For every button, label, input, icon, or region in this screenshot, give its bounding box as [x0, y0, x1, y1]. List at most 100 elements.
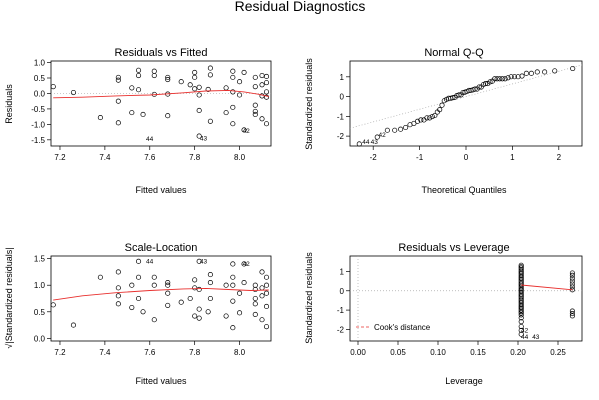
data-point [129, 282, 135, 288]
data-point [196, 84, 202, 90]
data-point [230, 325, 236, 331]
data-point [230, 89, 236, 95]
data-point [151, 72, 157, 79]
data-point [136, 295, 142, 302]
panel-title: Scale-Location [125, 242, 198, 254]
data-point [569, 313, 575, 319]
data-point [136, 72, 142, 79]
y-ticks: -2 -1 0 1 [337, 267, 350, 334]
data-point [129, 85, 135, 91]
legend: Cook's distance [356, 323, 431, 332]
data-point [165, 280, 171, 286]
data-point [569, 284, 575, 290]
data-point [456, 92, 462, 98]
y-tick-label: 0 [340, 93, 345, 102]
data-point [523, 70, 529, 76]
data-point [237, 79, 243, 85]
point-label: 43 [371, 139, 379, 146]
data-point [252, 102, 258, 108]
data-point [115, 77, 121, 83]
data-point [207, 65, 213, 71]
data-point [502, 76, 508, 82]
y-tick-label: 0.0 [34, 89, 46, 98]
data-point [505, 75, 511, 81]
data-point [259, 293, 265, 299]
x-tick-label: 0.20 [510, 348, 526, 357]
data-point [384, 127, 390, 133]
data-point [569, 311, 575, 317]
point-label: 44 [146, 136, 154, 143]
data-point [519, 73, 525, 79]
data-point [569, 308, 575, 314]
y-tick-label: -1.5 [31, 136, 45, 145]
panel-title: Residuals vs Fitted [115, 47, 208, 59]
point-label: 42 [243, 261, 251, 268]
data-point [518, 323, 524, 330]
data-point [187, 82, 193, 88]
y-axis-label: √|Standardized residuals| [4, 247, 14, 348]
data-point [508, 74, 514, 80]
x-tick-label: 7.2 [54, 153, 66, 162]
data-point [136, 87, 142, 93]
data-point [165, 74, 171, 80]
data-point [115, 301, 121, 307]
y-tick-label: -0.5 [31, 105, 45, 114]
data-point [192, 74, 198, 80]
data-point [136, 67, 142, 73]
data-point [518, 312, 524, 318]
y-tick-label: 1.5 [34, 255, 46, 264]
x-tick-label: 0.00 [350, 348, 366, 357]
data-point [115, 293, 121, 299]
data-point [432, 112, 438, 119]
data-point [252, 286, 258, 293]
plot-frame [50, 60, 272, 147]
data-point [569, 270, 575, 276]
y-axis-label: Standardized residuals [304, 252, 314, 344]
y-ticks: -2 -1 0 1 [337, 73, 350, 141]
data-point [129, 110, 135, 116]
y-axis-label: Residuals [4, 84, 14, 124]
data-point [263, 80, 270, 86]
x-tick-label: 7.4 [99, 153, 111, 162]
x-tick-label: 0.05 [390, 348, 406, 357]
data-point [230, 261, 236, 267]
data-point [230, 274, 236, 280]
data-point [403, 124, 409, 131]
x-tick-label: 7.6 [144, 348, 156, 357]
data-point [192, 313, 198, 319]
qq-reference-line [349, 64, 583, 129]
data-point [542, 69, 548, 75]
data-point [115, 120, 121, 126]
panel-title: Residuals vs Leverage [398, 242, 509, 254]
x-tick-label: 2 [557, 153, 562, 162]
data-point [472, 86, 478, 92]
data-point [196, 258, 202, 264]
smooth-line [53, 287, 269, 301]
y-ticks: -1.5 -1.0 -0.5 0.0 0.5 1.0 [31, 59, 51, 145]
data-point [196, 315, 202, 321]
data-point [263, 94, 270, 100]
data-point [263, 89, 270, 95]
data-point [511, 74, 518, 80]
x-tick-label: 7.4 [99, 348, 111, 357]
data-point [241, 69, 247, 75]
data-point [165, 113, 171, 119]
data-point [374, 134, 380, 140]
data-point [569, 272, 575, 278]
data-point [392, 127, 398, 133]
data-point [115, 285, 121, 291]
data-point [192, 69, 198, 75]
data-point [241, 280, 247, 286]
y-tick-label: 0.5 [34, 74, 46, 83]
data-point [165, 76, 171, 83]
figure-title: Residual Diagnostics [235, 0, 366, 14]
data-point [570, 65, 576, 72]
data-point [418, 117, 424, 123]
x-tick-label: -1 [416, 153, 424, 162]
y-axis-label: Standardized residuals [304, 58, 314, 150]
data-point [518, 315, 524, 321]
data-point [230, 298, 236, 304]
point-label: 43 [200, 135, 208, 142]
data-point [263, 274, 270, 280]
